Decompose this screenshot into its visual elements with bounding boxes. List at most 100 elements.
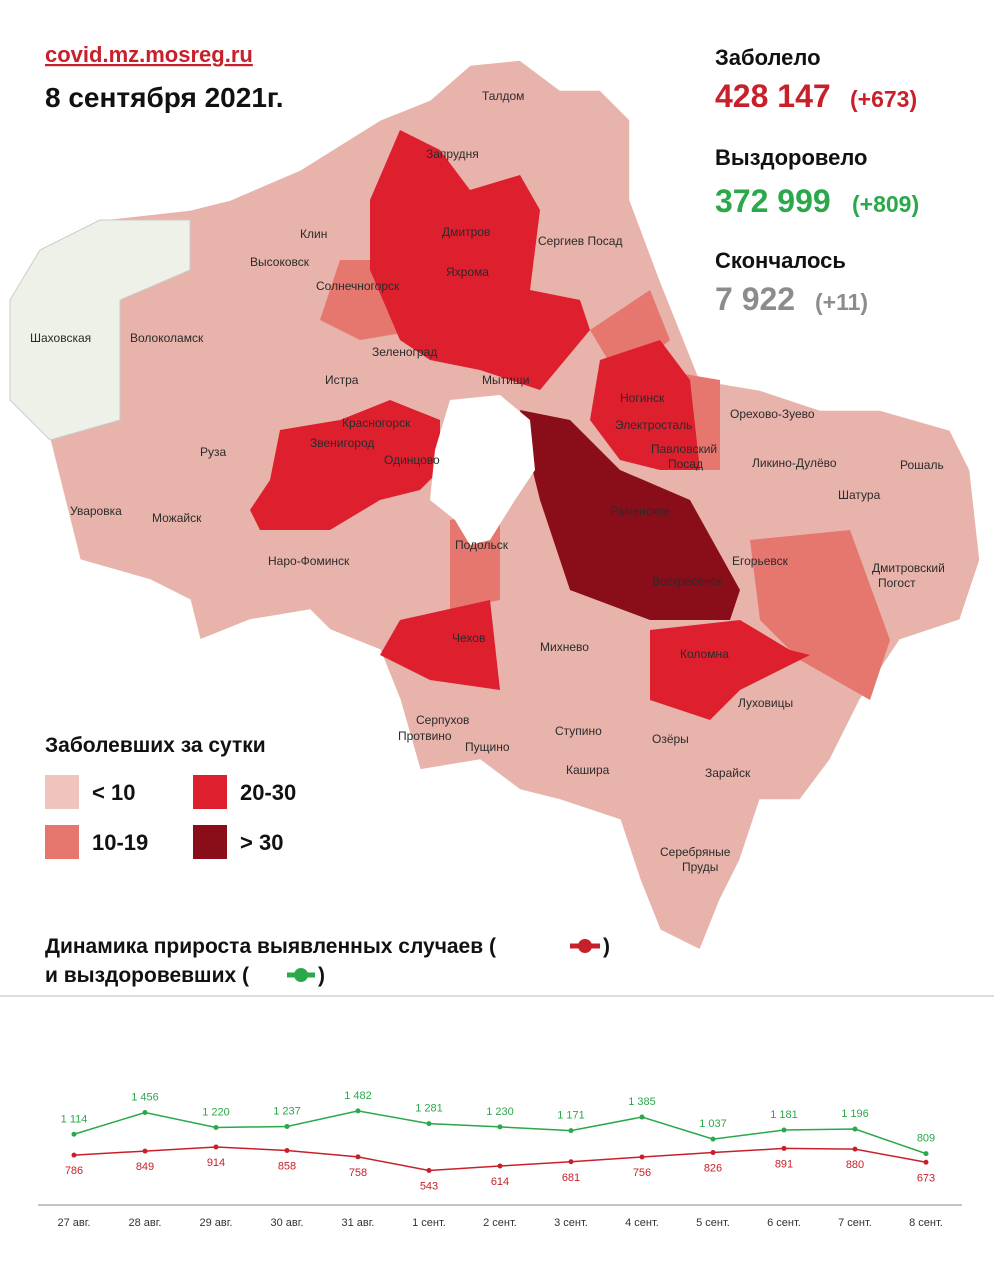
city-label: Егорьевск: [732, 554, 789, 568]
point: [213, 1144, 219, 1150]
legend-label: 20-30: [240, 780, 296, 805]
city-label: Подольск: [455, 538, 509, 552]
legend-label: 10-19: [92, 830, 148, 855]
point: [710, 1136, 716, 1142]
stat-delta: (+673): [850, 86, 917, 112]
point: [852, 1146, 858, 1152]
chart-title: Динамика прироста выявленных случаев ( )…: [45, 935, 610, 987]
x-tick-label: 30 авг.: [271, 1217, 304, 1229]
value-label: 809: [917, 1133, 935, 1145]
x-tick-label: 1 сент.: [412, 1217, 446, 1229]
stat-delta: (+11): [815, 289, 868, 315]
chart-title-text: и выздоровевших (: [45, 964, 249, 987]
city-label: Мытищи: [482, 373, 529, 387]
value-label: 1 037: [699, 1118, 727, 1130]
date: 8 сентября 2021г.: [45, 82, 284, 113]
city-label: Орехово-Зуево: [730, 407, 815, 421]
x-tick-label: 5 сент.: [696, 1217, 730, 1229]
stat-label: Заболело: [715, 45, 821, 70]
value-label: 849: [136, 1161, 154, 1173]
x-tick-label: 7 сент.: [838, 1217, 872, 1229]
city-label: Талдом: [482, 89, 524, 103]
chart-title-text: ): [318, 964, 325, 987]
value-label: 543: [420, 1181, 438, 1193]
value-label: 1 281: [415, 1103, 443, 1115]
city-label: Протвино: [398, 729, 452, 743]
city-label: Красногорск: [342, 416, 411, 430]
header: covid.mz.mosreg.ru 8 сентября 2021г.: [45, 42, 284, 113]
point: [71, 1152, 77, 1158]
legend-swatch: [193, 775, 227, 809]
point: [426, 1168, 432, 1174]
city-label: Коломна: [680, 647, 729, 661]
value-label: 614: [491, 1176, 509, 1188]
city-label: Михнево: [540, 640, 589, 654]
point: [355, 1154, 361, 1160]
city-label: Ликино-Дулёво: [752, 456, 837, 470]
x-tick-label: 4 сент.: [625, 1217, 659, 1229]
point: [568, 1159, 574, 1165]
value-label: 1 220: [202, 1107, 230, 1119]
stat-label: Скончалось: [715, 248, 846, 273]
point: [284, 1123, 290, 1129]
value-label: 681: [562, 1172, 580, 1184]
x-tick-label: 2 сент.: [483, 1217, 517, 1229]
point: [71, 1131, 77, 1137]
city-label: Посад: [668, 457, 703, 471]
stats: Заболело 428 147 (+673) Выздоровело 372 …: [715, 45, 919, 317]
point: [923, 1151, 929, 1157]
point: [142, 1148, 148, 1154]
value-label: 1 385: [628, 1096, 656, 1108]
point: [284, 1148, 290, 1154]
legend-label: < 10: [92, 780, 135, 805]
point: [781, 1145, 787, 1151]
point: [355, 1108, 361, 1114]
region-pale: [9, 219, 191, 441]
x-tick-label: 3 сент.: [554, 1217, 588, 1229]
x-tick-label: 6 сент.: [767, 1217, 801, 1229]
city-label: Руза: [200, 445, 227, 459]
value-label: 826: [704, 1163, 722, 1175]
city-label: Дмитровский: [872, 561, 945, 575]
x-tick-label: 29 авг.: [200, 1217, 233, 1229]
point: [426, 1121, 432, 1127]
region-high: [250, 130, 810, 720]
value-label: 1 237: [273, 1105, 301, 1117]
value-label: 1 196: [841, 1108, 869, 1120]
legend-title: Заболевших за сутки: [45, 734, 266, 757]
point: [213, 1125, 219, 1131]
stat-value: 7 922: [715, 281, 795, 317]
stat-label: Выздоровело: [715, 145, 868, 170]
value-label: 1 482: [344, 1090, 372, 1102]
city-label: Кашира: [566, 763, 610, 777]
city-label: Воскресенск: [652, 574, 723, 588]
point: [852, 1126, 858, 1132]
value-label: 1 456: [131, 1092, 159, 1104]
source: covid.mz.mosreg.ru: [45, 42, 253, 67]
legend-marker: [294, 968, 308, 982]
value-label: 1 114: [61, 1113, 88, 1125]
value-label: 758: [349, 1167, 367, 1179]
value-label: 786: [65, 1165, 83, 1177]
stat-delta: (+809): [852, 191, 919, 217]
city-label: Луховицы: [738, 696, 793, 710]
city-label: Дмитров: [442, 225, 490, 239]
point: [142, 1110, 148, 1116]
point: [923, 1159, 929, 1165]
point: [497, 1124, 503, 1130]
chart-title-text: Динамика прироста выявленных случаев (: [45, 935, 496, 958]
chart-title-text: ): [603, 935, 610, 958]
city-label: Серебряные: [660, 845, 731, 859]
city-label: Раменское: [610, 504, 671, 518]
point: [568, 1128, 574, 1134]
city-label: Ступино: [555, 724, 602, 738]
city-label: Ногинск: [620, 391, 665, 405]
city-label: Чехов: [452, 631, 485, 645]
x-tick-label: 8 сент.: [909, 1217, 943, 1229]
city-label: Одинцово: [384, 453, 440, 467]
value-label: 880: [846, 1159, 864, 1171]
city-label: Электросталь: [615, 418, 692, 432]
city-label: Озёры: [652, 732, 689, 746]
legend-marker: [578, 939, 592, 953]
legend-swatch: [193, 825, 227, 859]
